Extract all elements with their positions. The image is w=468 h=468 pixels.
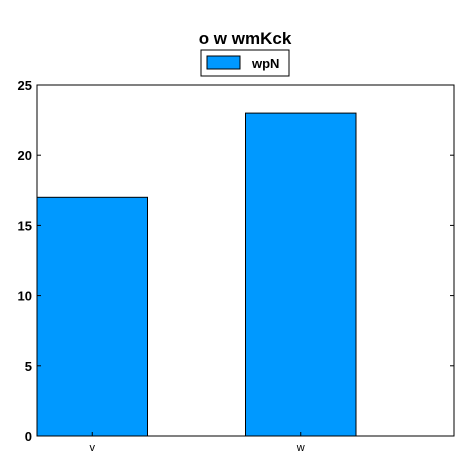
y-axis: 0 5 10 15 20 25	[18, 78, 454, 444]
y-tick-label-10: 10	[18, 289, 32, 304]
y-tick-label-20: 20	[18, 148, 32, 163]
legend-swatch	[206, 55, 241, 70]
legend-label: wpN	[251, 56, 279, 71]
bars-layer	[36, 112, 357, 437]
y-tick-label-5: 5	[25, 359, 32, 374]
chart-title: o w wmKck	[199, 29, 292, 48]
plot-frame	[36, 84, 455, 437]
legend: wpN	[200, 49, 290, 77]
x-tick-label-v: v	[90, 442, 96, 454]
y-tick-label-25: 25	[18, 78, 32, 93]
bar-w	[245, 112, 357, 437]
y-tick-label-0: 0	[25, 429, 32, 444]
y-tick-label-15: 15	[18, 218, 32, 233]
x-tick-label-w: w	[296, 442, 305, 454]
bar-v	[36, 196, 148, 437]
